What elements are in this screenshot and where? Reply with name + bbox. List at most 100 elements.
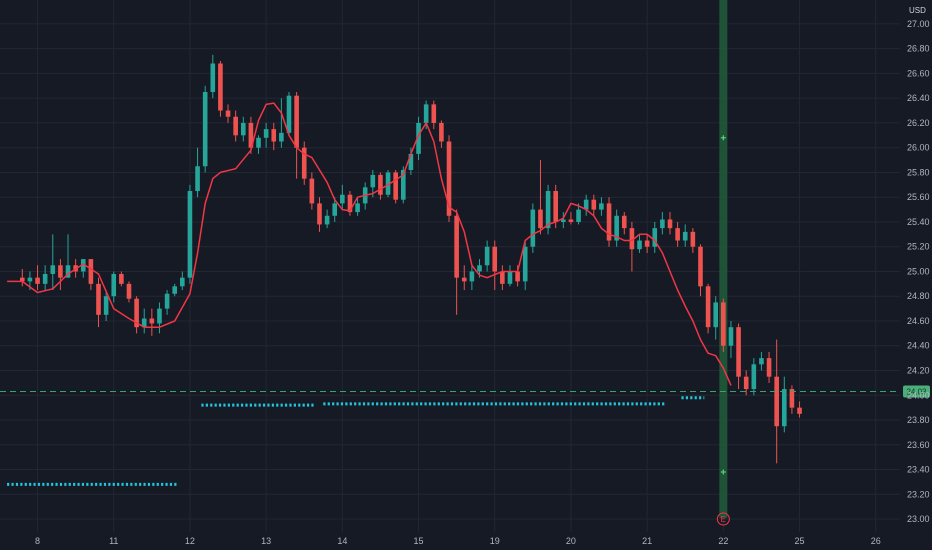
candle[interactable] bbox=[553, 184, 558, 229]
candle[interactable] bbox=[119, 271, 124, 287]
candle[interactable] bbox=[759, 351, 764, 371]
earnings-event-icon[interactable] bbox=[716, 512, 730, 526]
candle[interactable] bbox=[522, 240, 528, 291]
x-axis[interactable]: 8 11 12 13 14 15 19 20 21 22 25 26 bbox=[35, 536, 881, 546]
candle[interactable] bbox=[431, 100, 437, 130]
candle[interactable] bbox=[652, 221, 658, 253]
candle[interactable] bbox=[172, 283, 177, 297]
candle[interactable] bbox=[180, 271, 185, 291]
candle[interactable] bbox=[713, 296, 719, 340]
candle[interactable] bbox=[530, 203, 536, 253]
candle[interactable] bbox=[728, 320, 734, 359]
candle[interactable] bbox=[675, 221, 680, 247]
candle[interactable] bbox=[454, 209, 459, 315]
candle[interactable] bbox=[42, 265, 48, 291]
candle[interactable] bbox=[789, 385, 795, 414]
candle[interactable] bbox=[309, 172, 315, 210]
candle[interactable] bbox=[157, 302, 162, 334]
candle[interactable] bbox=[195, 147, 200, 198]
candle[interactable] bbox=[50, 234, 56, 291]
candle[interactable] bbox=[439, 120, 444, 148]
candle[interactable] bbox=[583, 194, 589, 216]
candle[interactable] bbox=[294, 91, 299, 179]
candle[interactable] bbox=[629, 221, 635, 272]
candle[interactable] bbox=[507, 265, 513, 287]
candle[interactable] bbox=[134, 296, 139, 334]
candle[interactable] bbox=[20, 269, 25, 287]
candle[interactable] bbox=[690, 228, 696, 253]
candle[interactable] bbox=[225, 104, 231, 123]
candle[interactable] bbox=[797, 401, 802, 418]
candle[interactable] bbox=[721, 298, 726, 352]
candle[interactable] bbox=[401, 166, 406, 204]
candle[interactable] bbox=[149, 308, 155, 336]
candle[interactable] bbox=[644, 234, 650, 253]
candle[interactable] bbox=[545, 184, 551, 235]
candle[interactable] bbox=[621, 212, 627, 235]
candle[interactable] bbox=[218, 61, 223, 117]
y-axis[interactable]: 27.00 26.80 26.60 26.40 26.20 26.00 25.80 25.60… bbox=[907, 6, 930, 524]
candle[interactable] bbox=[705, 283, 711, 334]
candle[interactable] bbox=[416, 116, 421, 161]
candle[interactable] bbox=[271, 122, 277, 151]
candle[interactable] bbox=[614, 209, 619, 247]
candle[interactable] bbox=[682, 224, 688, 247]
candle[interactable] bbox=[210, 54, 216, 99]
candle[interactable] bbox=[88, 259, 94, 291]
candle[interactable] bbox=[469, 265, 475, 291]
candle[interactable] bbox=[568, 212, 574, 225]
candle[interactable] bbox=[202, 85, 208, 173]
candle[interactable] bbox=[164, 290, 170, 315]
candle[interactable] bbox=[286, 91, 292, 136]
candle[interactable] bbox=[96, 277, 101, 328]
candle[interactable] bbox=[591, 194, 597, 216]
candle[interactable] bbox=[500, 265, 505, 291]
candle[interactable] bbox=[698, 244, 703, 297]
candle[interactable] bbox=[187, 184, 193, 284]
candle[interactable] bbox=[766, 351, 772, 383]
candle[interactable] bbox=[393, 169, 398, 204]
candle[interactable] bbox=[111, 271, 117, 303]
candle[interactable] bbox=[606, 197, 612, 247]
candle[interactable] bbox=[80, 259, 86, 278]
candle[interactable] bbox=[743, 370, 749, 396]
candle[interactable] bbox=[35, 265, 40, 291]
candle[interactable] bbox=[317, 197, 322, 232]
candle[interactable] bbox=[233, 110, 238, 142]
candle[interactable] bbox=[256, 135, 261, 154]
candle[interactable] bbox=[324, 209, 330, 229]
candle[interactable] bbox=[576, 203, 581, 225]
candle[interactable] bbox=[263, 122, 269, 148]
candle[interactable] bbox=[538, 160, 543, 235]
candles[interactable] bbox=[20, 54, 802, 464]
candle[interactable] bbox=[751, 358, 757, 396]
candle[interactable] bbox=[782, 376, 787, 433]
candle[interactable] bbox=[561, 212, 566, 229]
candle[interactable] bbox=[347, 191, 353, 216]
candle[interactable] bbox=[378, 172, 383, 200]
candle[interactable] bbox=[736, 323, 741, 390]
candle-body bbox=[576, 209, 581, 222]
candle[interactable] bbox=[355, 197, 360, 216]
candle[interactable] bbox=[484, 240, 490, 272]
candle[interactable] bbox=[340, 184, 345, 210]
candle[interactable] bbox=[279, 98, 284, 148]
candle[interactable] bbox=[240, 116, 246, 142]
candle[interactable] bbox=[103, 290, 109, 321]
candle[interactable] bbox=[660, 212, 665, 235]
candle[interactable] bbox=[461, 265, 467, 291]
candle[interactable] bbox=[65, 234, 71, 278]
candle[interactable] bbox=[774, 339, 779, 464]
candle[interactable] bbox=[141, 308, 147, 334]
candle[interactable] bbox=[667, 212, 673, 235]
candle[interactable] bbox=[332, 197, 338, 222]
candle[interactable] bbox=[492, 240, 498, 291]
candle[interactable] bbox=[301, 141, 307, 185]
candle[interactable] bbox=[637, 234, 642, 253]
candle[interactable] bbox=[58, 259, 63, 291]
candle[interactable] bbox=[126, 281, 132, 303]
candle[interactable] bbox=[385, 169, 391, 198]
candle[interactable] bbox=[599, 197, 604, 216]
candle-body bbox=[233, 116, 238, 136]
